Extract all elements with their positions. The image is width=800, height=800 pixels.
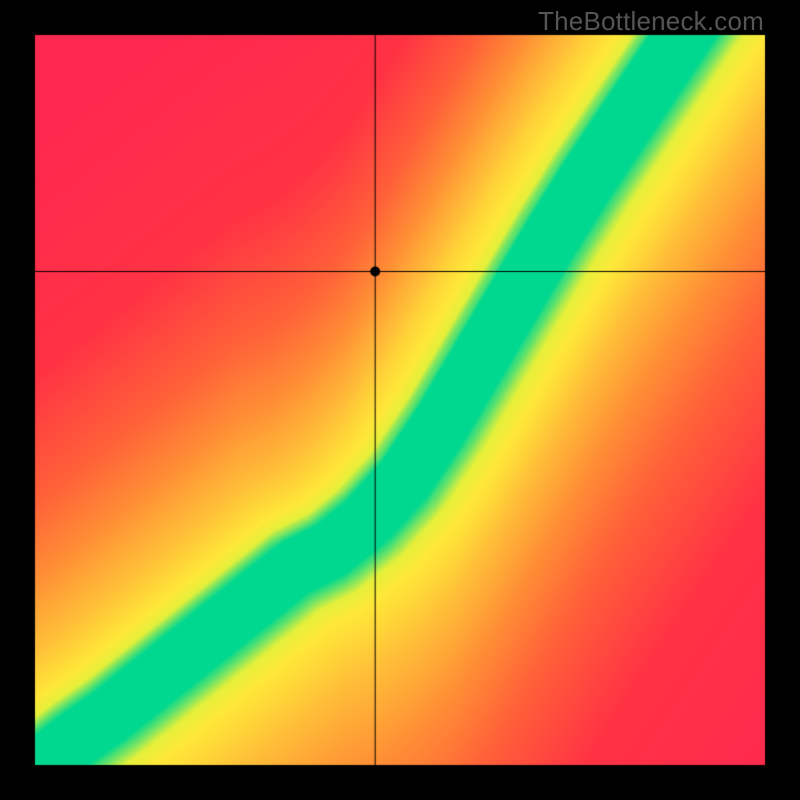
- chart-container: TheBottleneck.com: [0, 0, 800, 800]
- watermark-text: TheBottleneck.com: [538, 6, 764, 37]
- heatmap-canvas: [0, 0, 800, 800]
